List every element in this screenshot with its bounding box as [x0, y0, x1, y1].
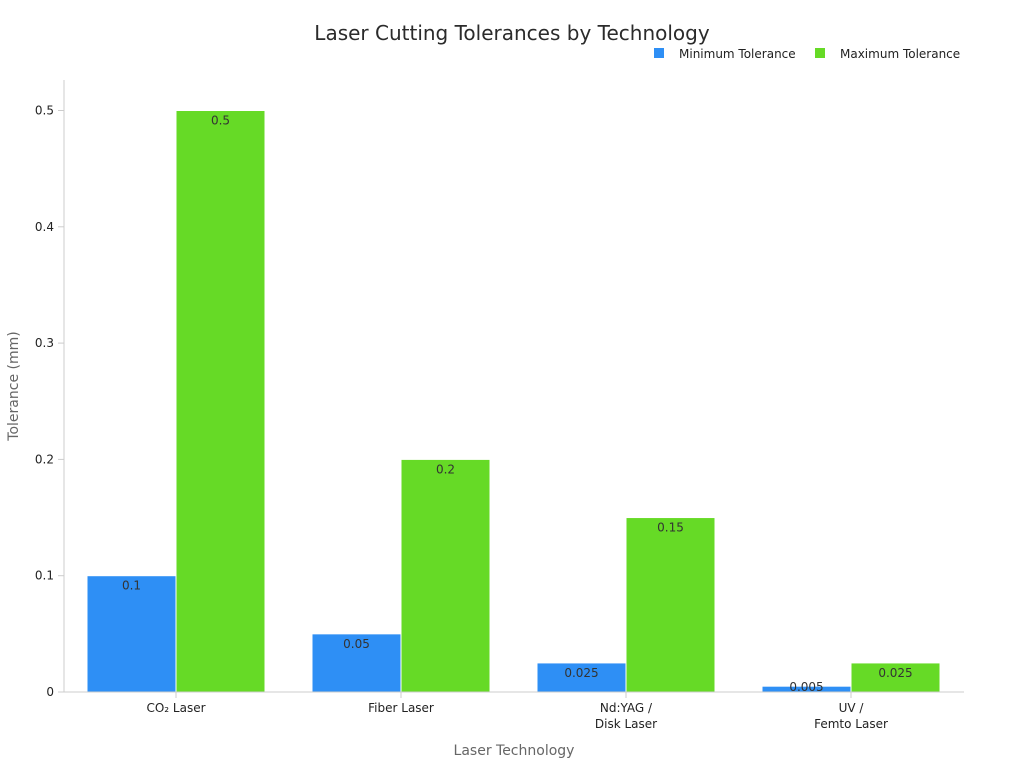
bar-value-label: 0.025	[564, 666, 598, 680]
bar-value-label: 0.005	[789, 680, 823, 694]
bar-value-label: 0.15	[657, 521, 684, 535]
x-tick-label: Femto Laser	[814, 717, 888, 731]
y-axis-title: Tolerance (mm)	[6, 331, 22, 441]
legend: Minimum Tolerance Maximum Tolerance	[654, 47, 960, 61]
x-tick-label: UV /	[839, 701, 865, 715]
y-axis-ticks: 0 0.1 0.2 0.3 0.4 0.5	[35, 104, 64, 699]
chart-title: Laser Cutting Tolerances by Technology	[314, 21, 710, 45]
bar-value-label: 0.05	[343, 637, 370, 651]
bar-value-label: 0.1	[122, 579, 141, 593]
bar-value-label: 0.2	[436, 462, 455, 476]
y-tick-label: 0.1	[35, 569, 54, 583]
legend-label: Minimum Tolerance	[679, 47, 796, 61]
x-tick-label: Fiber Laser	[368, 701, 434, 715]
legend-swatch	[815, 48, 825, 58]
y-tick-label: 0.2	[35, 452, 54, 466]
x-axis-ticks: CO₂ Laser Fiber Laser Nd:YAG / Disk Laser UV…	[146, 692, 888, 731]
bar-value-label: 0.025	[878, 666, 912, 680]
x-tick-label: Nd:YAG /	[600, 701, 653, 715]
bars	[86, 110, 941, 693]
y-tick-label: 0.3	[35, 336, 54, 350]
legend-swatch	[654, 48, 664, 58]
y-tick-label: 0.4	[35, 220, 54, 234]
data-labels: 0.1 0.5 0.05 0.2 0.025 0.15 0.005 0.025	[122, 114, 913, 695]
bar	[400, 458, 491, 693]
x-tick-label: CO₂ Laser	[146, 701, 205, 715]
x-axis-title: Laser Technology	[454, 743, 575, 759]
bar	[625, 517, 716, 693]
y-tick-label: 0	[46, 685, 54, 699]
bar	[175, 110, 266, 693]
bar	[86, 575, 177, 693]
legend-label: Maximum Tolerance	[840, 47, 960, 61]
y-tick-label: 0.5	[35, 104, 54, 118]
x-tick-label: Disk Laser	[595, 717, 657, 731]
bar	[850, 662, 941, 693]
bar-value-label: 0.5	[211, 114, 230, 128]
